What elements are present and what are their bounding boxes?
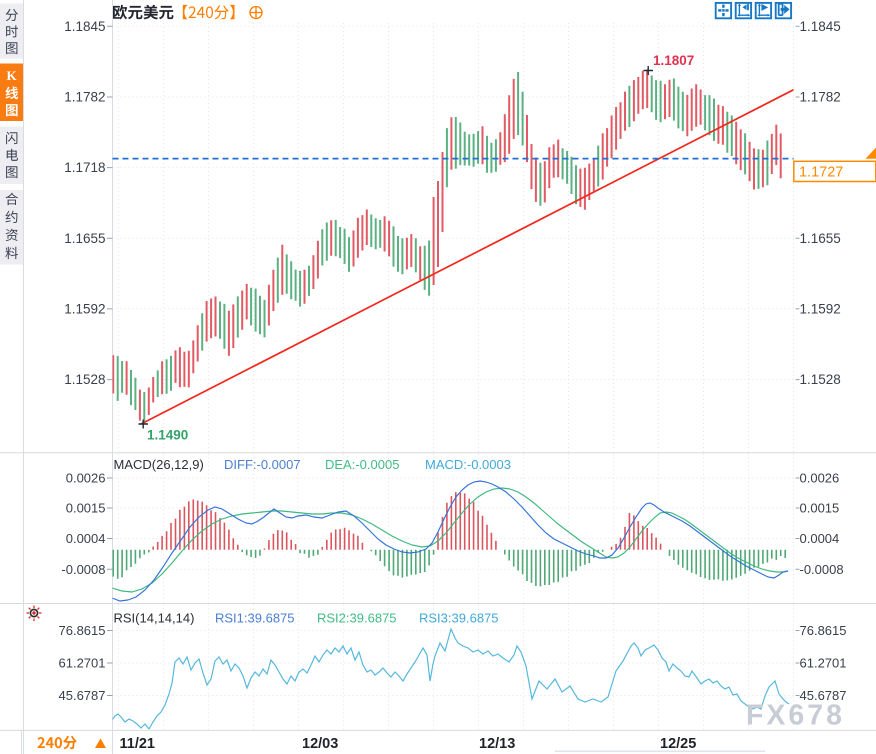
svg-text:1.1655: 1.1655 — [800, 231, 841, 246]
svg-text:DIFF:-0.0007: DIFF:-0.0007 — [224, 457, 301, 472]
svg-text:1.1592: 1.1592 — [64, 301, 105, 316]
svg-text:FX678: FX678 — [746, 700, 845, 732]
svg-text:1.1528: 1.1528 — [800, 372, 841, 387]
svg-text:76.8615: 76.8615 — [59, 623, 106, 638]
svg-text:DEA:-0.0005: DEA:-0.0005 — [325, 457, 399, 472]
svg-text:12/25: 12/25 — [660, 736, 696, 752]
svg-text:1.1845: 1.1845 — [64, 19, 105, 34]
svg-text:0.0015: 0.0015 — [800, 501, 840, 516]
svg-text:K: K — [6, 68, 17, 83]
svg-text:RSI3:39.6875: RSI3:39.6875 — [419, 611, 499, 626]
svg-text:45.6787: 45.6787 — [59, 688, 106, 703]
svg-text:11/21: 11/21 — [120, 736, 156, 752]
svg-text:MACD(26,12,9): MACD(26,12,9) — [114, 457, 204, 472]
svg-text:RSI(14,14,14): RSI(14,14,14) — [114, 611, 195, 626]
svg-text:-0.0008: -0.0008 — [61, 562, 105, 577]
svg-text:1.1655: 1.1655 — [64, 231, 105, 246]
svg-text:1.1528: 1.1528 — [64, 372, 105, 387]
svg-text:1.1490: 1.1490 — [147, 428, 188, 443]
svg-text:1.1807: 1.1807 — [653, 53, 694, 68]
svg-text:RSI1:39.6875: RSI1:39.6875 — [215, 611, 295, 626]
svg-text:61.2701: 61.2701 — [800, 656, 847, 671]
svg-text:1.1782: 1.1782 — [800, 89, 841, 104]
svg-text:0.0004: 0.0004 — [800, 531, 840, 546]
svg-text:45.6787: 45.6787 — [800, 688, 847, 703]
svg-text:RSI2:39.6875: RSI2:39.6875 — [317, 611, 397, 626]
svg-text:1.1727: 1.1727 — [799, 165, 843, 181]
svg-text:1.1845: 1.1845 — [800, 19, 841, 34]
svg-text:76.8615: 76.8615 — [800, 623, 847, 638]
svg-text:0.0015: 0.0015 — [66, 501, 106, 516]
svg-text:0.0004: 0.0004 — [66, 531, 106, 546]
svg-text:0.0026: 0.0026 — [66, 471, 106, 486]
svg-text:1.1718: 1.1718 — [64, 160, 105, 175]
svg-text:1.1782: 1.1782 — [64, 89, 105, 104]
svg-text:MACD:-0.0003: MACD:-0.0003 — [425, 457, 511, 472]
svg-text:1.1592: 1.1592 — [800, 301, 841, 316]
svg-text:0.0026: 0.0026 — [800, 471, 840, 486]
svg-text:-0.0008: -0.0008 — [800, 562, 844, 577]
svg-text:61.2701: 61.2701 — [59, 656, 106, 671]
svg-text:12/13: 12/13 — [479, 736, 515, 752]
svg-text:12/03: 12/03 — [302, 736, 338, 752]
